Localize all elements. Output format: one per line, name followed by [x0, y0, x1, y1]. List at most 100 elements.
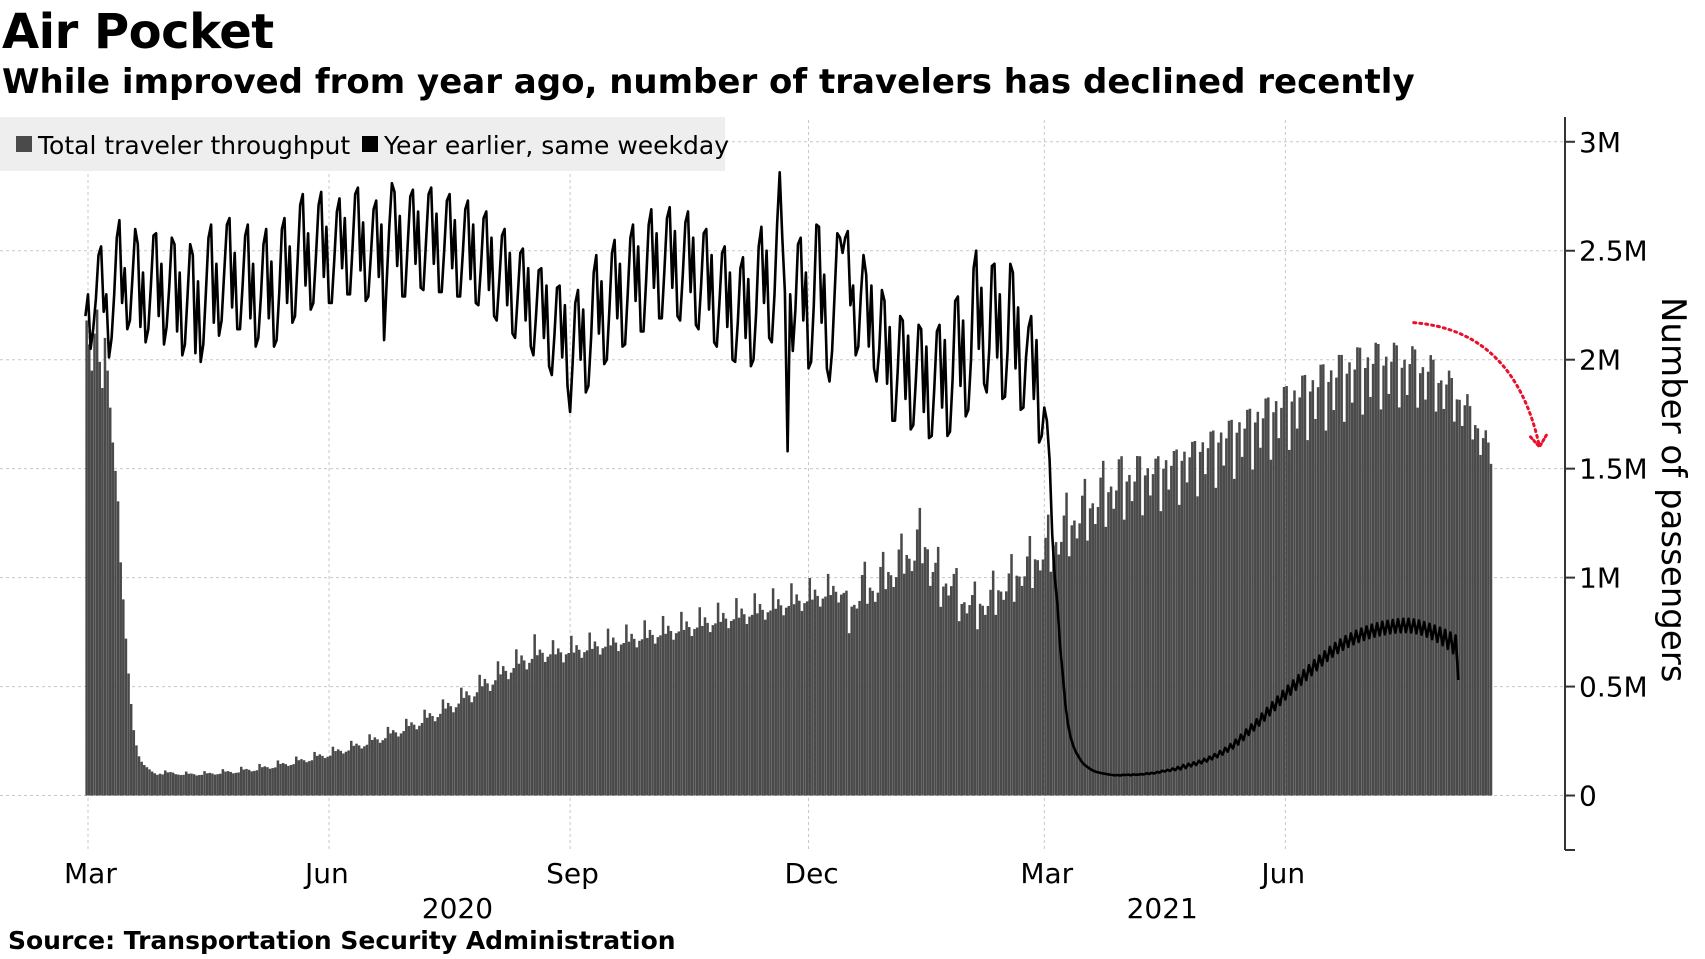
- bar: [1067, 556, 1071, 796]
- bar: [124, 638, 128, 796]
- x-tick-label: Sep: [546, 857, 599, 890]
- bar: [1065, 492, 1068, 796]
- bar: [910, 571, 914, 796]
- bar: [1471, 439, 1474, 796]
- bar: [161, 774, 164, 796]
- bar: [88, 344, 91, 796]
- bar: [137, 756, 141, 796]
- bar: [420, 722, 424, 796]
- bar: [140, 761, 143, 796]
- bar: [378, 742, 382, 796]
- bar: [955, 568, 958, 796]
- bar: [897, 549, 901, 796]
- bar: [1319, 364, 1322, 796]
- bar: [819, 606, 822, 796]
- bar: [761, 609, 764, 796]
- bar: [934, 562, 937, 796]
- bar: [729, 620, 733, 796]
- bar: [1031, 588, 1034, 796]
- bar: [266, 767, 269, 796]
- bar: [625, 624, 628, 796]
- bar: [839, 594, 843, 796]
- bar: [1188, 457, 1191, 796]
- bar: [350, 740, 353, 796]
- y-tick-label: 1.5M: [1579, 453, 1648, 486]
- bar: [591, 648, 594, 796]
- bar: [1143, 475, 1147, 796]
- bar: [106, 370, 109, 796]
- bar: [939, 606, 943, 796]
- bar: [1209, 431, 1212, 796]
- x-tick-label: Mar: [64, 857, 117, 890]
- bar: [926, 549, 929, 796]
- bar: [921, 563, 924, 796]
- bar: [1403, 359, 1406, 796]
- bar: [122, 599, 125, 796]
- bar: [515, 649, 518, 796]
- bar: [1167, 489, 1170, 796]
- bar: [656, 637, 660, 796]
- bar: [1261, 418, 1265, 796]
- bar: [1395, 345, 1398, 796]
- bar: [1162, 468, 1165, 796]
- bar: [1481, 438, 1485, 796]
- bar: [171, 772, 175, 796]
- bar: [732, 619, 736, 796]
- bar: [1115, 490, 1118, 796]
- bar: [90, 370, 94, 796]
- bar: [1479, 454, 1482, 796]
- bar: [1316, 387, 1320, 796]
- bar: [745, 624, 749, 796]
- bar: [667, 625, 670, 796]
- bar: [1285, 386, 1288, 796]
- bar: [360, 748, 364, 796]
- bar: [224, 771, 227, 796]
- bar: [255, 770, 259, 796]
- bar: [1033, 559, 1037, 796]
- bar: [376, 739, 379, 796]
- bar: [405, 718, 408, 796]
- bar: [436, 717, 439, 796]
- bar: [1390, 361, 1393, 796]
- bar: [1358, 347, 1362, 796]
- x-tick-label: Jun: [1259, 857, 1305, 890]
- bar: [1217, 442, 1220, 796]
- bar: [208, 772, 212, 796]
- bar: [1377, 344, 1380, 796]
- bar: [1005, 591, 1008, 796]
- bar: [994, 614, 998, 796]
- bar: [1272, 412, 1275, 796]
- bar: [1149, 495, 1152, 796]
- bar: [491, 684, 495, 796]
- bar: [1411, 346, 1414, 796]
- bar: [182, 774, 185, 796]
- bar: [329, 755, 332, 796]
- bar: [1274, 401, 1278, 796]
- legend-swatch-throughput: [16, 136, 32, 152]
- x-tick-label: Dec: [785, 857, 839, 890]
- bar: [1445, 384, 1448, 796]
- bar: [373, 737, 377, 796]
- bar: [889, 575, 893, 796]
- bar: [433, 721, 437, 796]
- bar: [630, 633, 633, 796]
- x-tick-label: Mar: [1020, 857, 1073, 890]
- bar: [441, 699, 445, 796]
- bar: [1329, 370, 1333, 796]
- bar: [659, 635, 662, 796]
- bar: [470, 702, 474, 796]
- bar: [554, 654, 557, 796]
- bar: [135, 745, 138, 796]
- bar: [1156, 456, 1160, 796]
- bar: [860, 574, 864, 796]
- bar: [1073, 520, 1076, 796]
- bar: [530, 658, 534, 796]
- bar: [381, 740, 384, 796]
- bar: [184, 771, 188, 796]
- bar: [177, 774, 180, 796]
- bar: [297, 760, 301, 796]
- bar: [423, 709, 426, 796]
- bar: [342, 753, 345, 796]
- annotation-arrowhead: [1529, 433, 1549, 450]
- bar: [294, 756, 298, 796]
